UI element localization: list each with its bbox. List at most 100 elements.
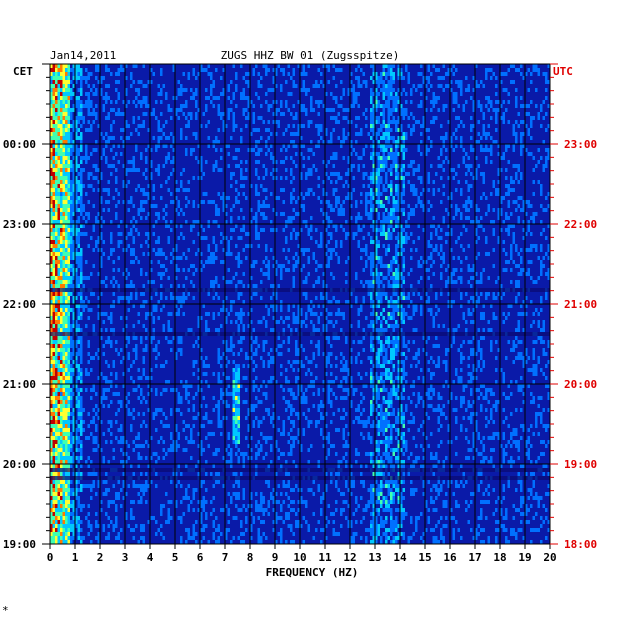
heatmap-cell	[375, 240, 378, 244]
heatmap-cell	[397, 348, 400, 352]
heatmap-cell	[305, 88, 308, 92]
heatmap-cell	[70, 228, 73, 232]
heatmap-cell	[272, 376, 275, 380]
heatmap-cell	[300, 72, 303, 76]
heatmap-cell	[320, 208, 323, 212]
heatmap-cell	[532, 320, 535, 324]
heatmap-cell	[85, 372, 88, 376]
heatmap-cell	[200, 356, 203, 360]
heatmap-cell	[52, 252, 55, 256]
heatmap-cell	[145, 312, 148, 316]
heatmap-cell	[55, 232, 58, 236]
heatmap-cell	[80, 304, 83, 308]
heatmap-cell	[292, 320, 295, 324]
heatmap-cell	[50, 92, 53, 96]
heatmap-cell	[397, 296, 400, 300]
heatmap-cell	[310, 108, 313, 112]
heatmap-cell	[167, 104, 170, 108]
heatmap-cell	[65, 304, 68, 308]
heatmap-cell	[382, 316, 385, 320]
heatmap-cell	[387, 80, 390, 84]
heatmap-cell	[452, 132, 455, 136]
heatmap-cell	[230, 184, 233, 188]
heatmap-cell	[105, 328, 108, 332]
heatmap-cell	[52, 84, 55, 88]
heatmap-cell	[490, 340, 493, 344]
heatmap-cell	[410, 128, 413, 132]
heatmap-cell	[50, 268, 53, 272]
heatmap-cell	[362, 172, 365, 176]
heatmap-cell	[395, 144, 398, 148]
heatmap-cell	[327, 300, 330, 304]
heatmap-cell	[55, 156, 58, 160]
heatmap-cell	[370, 340, 373, 344]
heatmap-cell	[57, 228, 60, 232]
heatmap-cell	[240, 160, 243, 164]
heatmap-cell	[402, 268, 405, 272]
heatmap-cell	[372, 168, 375, 172]
heatmap-cell	[390, 216, 393, 220]
heatmap-cell	[317, 104, 320, 108]
heatmap-cell	[297, 124, 300, 128]
heatmap-cell	[57, 284, 60, 288]
heatmap-cell	[62, 80, 65, 84]
heatmap-cell	[212, 316, 215, 320]
heatmap-cell	[52, 364, 55, 368]
heatmap-cell	[417, 148, 420, 152]
heatmap-cell	[452, 148, 455, 152]
heatmap-cell	[390, 212, 393, 216]
heatmap-cell	[135, 168, 138, 172]
heatmap-cell	[250, 220, 253, 224]
heatmap-cell	[442, 192, 445, 196]
heatmap-cell	[65, 80, 68, 84]
heatmap-cell	[222, 352, 225, 356]
heatmap-cell	[157, 216, 160, 220]
heatmap-cell	[372, 256, 375, 260]
heatmap-cell	[495, 356, 498, 360]
heatmap-cell	[347, 196, 350, 200]
heatmap-cell	[200, 268, 203, 272]
heatmap-cell	[485, 156, 488, 160]
heatmap-cell	[75, 232, 78, 236]
heatmap-cell	[400, 316, 403, 320]
heatmap-cell	[60, 356, 63, 360]
heatmap-cell	[205, 88, 208, 92]
heatmap-cell	[305, 292, 308, 296]
heatmap-cell	[150, 204, 153, 208]
heatmap-cell	[312, 328, 315, 332]
heatmap-cell	[375, 132, 378, 136]
heatmap-cell	[115, 88, 118, 92]
heatmap-cell	[95, 88, 98, 92]
heatmap-cell	[240, 312, 243, 316]
heatmap-cell	[132, 252, 135, 256]
heatmap-cell	[135, 220, 138, 224]
heatmap-cell	[272, 176, 275, 180]
heatmap-cell	[227, 152, 230, 156]
heatmap-cell	[535, 164, 538, 168]
heatmap-cell	[380, 128, 383, 132]
heatmap-cell	[77, 324, 80, 328]
heatmap-cell	[505, 108, 508, 112]
heatmap-cell	[110, 312, 113, 316]
heatmap-cell	[390, 348, 393, 352]
heatmap-cell	[137, 132, 140, 136]
heatmap-cell	[67, 292, 70, 296]
heatmap-cell	[172, 140, 175, 144]
heatmap-cell	[62, 164, 65, 168]
heatmap-cell	[387, 324, 390, 328]
heatmap-cell	[305, 172, 308, 176]
heatmap-cell	[262, 360, 265, 364]
heatmap-cell	[65, 68, 68, 72]
heatmap-cell	[110, 316, 113, 320]
heatmap-cell	[395, 124, 398, 128]
heatmap-cell	[55, 272, 58, 276]
heatmap-cell	[375, 108, 378, 112]
heatmap-cell	[217, 108, 220, 112]
heatmap-cell	[182, 296, 185, 300]
heatmap-cell	[50, 160, 53, 164]
heatmap-cell	[57, 108, 60, 112]
heatmap-cell	[165, 256, 168, 260]
heatmap-cell	[50, 88, 53, 92]
heatmap-cell	[407, 292, 410, 296]
heatmap-cell	[75, 184, 78, 188]
